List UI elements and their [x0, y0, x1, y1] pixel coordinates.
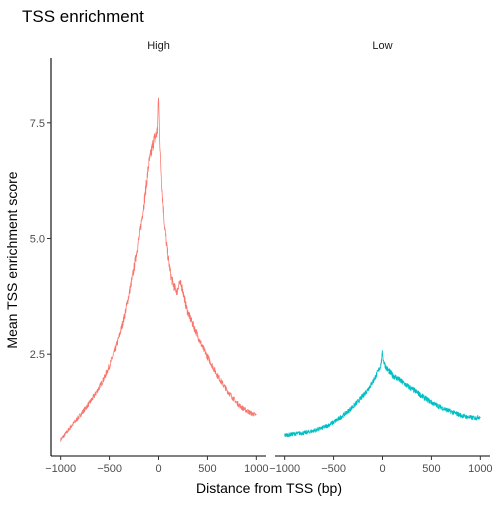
facet-strip-label: High — [147, 40, 170, 52]
facet-panels: 2.5 5.0 7.5 High −1000 −500 0 500 1000 Low −1000 −5… — [30, 40, 493, 475]
facet-strip-label: Low — [372, 40, 392, 52]
x-tick-label: 1000 — [468, 463, 492, 475]
y-axis-title: Mean TSS enrichment score — [4, 171, 20, 348]
chart-title: TSS enrichment — [22, 7, 144, 26]
x-tick-label: 1000 — [244, 463, 268, 475]
x-tick-label: −1000 — [269, 463, 300, 475]
y-tick-label: 5.0 — [30, 233, 45, 245]
series-line-high — [60, 97, 257, 442]
y-tick-label: 7.5 — [30, 118, 45, 130]
y-axis: 2.5 5.0 7.5 — [30, 58, 52, 456]
x-tick-label: −1000 — [45, 463, 76, 475]
x-axis-title: Distance from TSS (bp) — [196, 480, 342, 496]
facet-panel-low: Low −1000 −500 0 500 1000 — [269, 40, 492, 475]
facet-panel-high: High −1000 −500 0 500 1000 — [45, 40, 268, 475]
x-tick-label: 500 — [422, 463, 440, 475]
y-tick-label: 2.5 — [30, 349, 45, 361]
x-tick-label: 500 — [198, 463, 216, 475]
series-line-low — [284, 350, 481, 438]
x-tick-label: −500 — [321, 463, 346, 475]
x-tick-label: 0 — [379, 463, 385, 475]
x-tick-label: −500 — [97, 463, 122, 475]
x-tick-label: 0 — [155, 463, 161, 475]
